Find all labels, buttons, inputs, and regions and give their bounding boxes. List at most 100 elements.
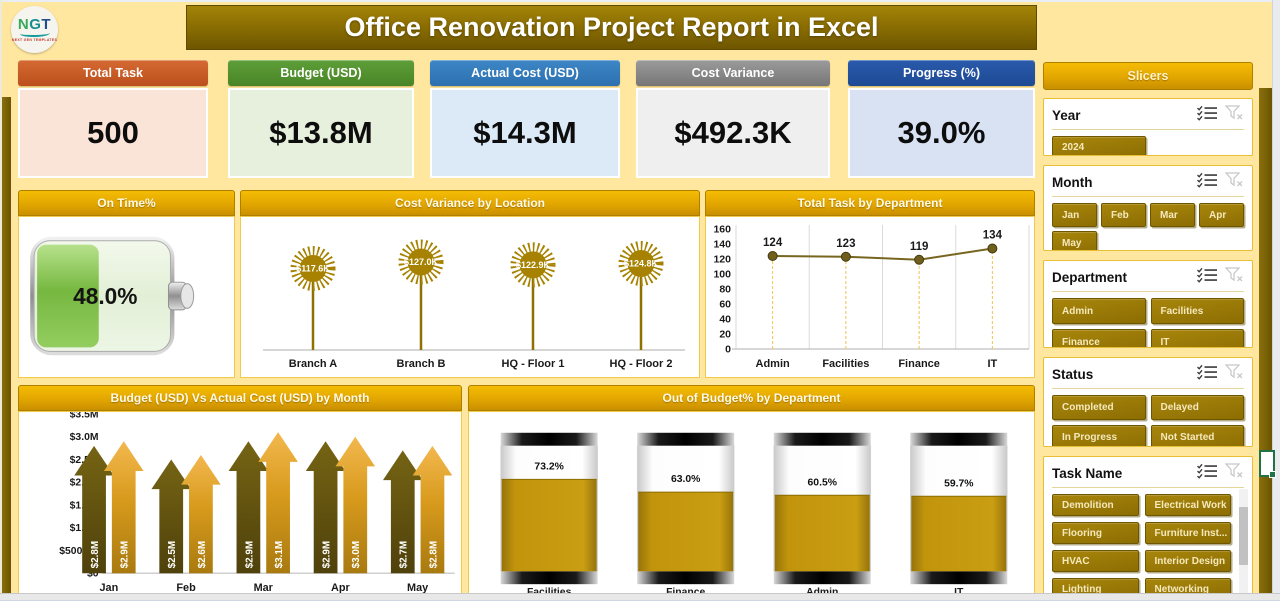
- kpi-header: Budget (USD): [228, 60, 414, 86]
- kpi-header: Cost Variance: [636, 60, 830, 86]
- kpi-header: Actual Cost (USD): [430, 60, 620, 86]
- slicer-year: Year 2024: [1043, 98, 1253, 156]
- slicer-item-jan[interactable]: Jan: [1052, 203, 1097, 227]
- svg-text:$2.9M: $2.9M: [322, 541, 333, 568]
- kpi-header: Total Task: [18, 60, 208, 86]
- clear-filter-icon[interactable]: [1224, 105, 1244, 126]
- svg-text:40: 40: [719, 314, 731, 326]
- svg-text:$2.5M: $2.5M: [167, 541, 178, 568]
- slicer-item-may[interactable]: May: [1052, 231, 1097, 250]
- svg-text:Admin: Admin: [806, 587, 838, 598]
- svg-text:$124.8K: $124.8K: [624, 259, 659, 269]
- slicers-panel-title: Slicers: [1043, 62, 1253, 90]
- kpi-value: $13.8M: [228, 88, 414, 178]
- svg-text:123: 123: [836, 238, 855, 250]
- slicer-item-mar[interactable]: Mar: [1150, 203, 1195, 227]
- slicer-title: Year: [1052, 108, 1081, 123]
- multiselect-icon[interactable]: [1197, 364, 1218, 385]
- svg-text:160: 160: [713, 224, 731, 236]
- slicer-item-furniture-inst-[interactable]: Furniture Inst...: [1144, 522, 1231, 544]
- svg-text:Facilities: Facilities: [527, 587, 572, 598]
- kpi-actual-cost: Actual Cost (USD) $14.3M: [430, 60, 620, 178]
- cost-variance-location-panel: Cost Variance by Location $117.6K Branch …: [240, 190, 700, 378]
- svg-text:Feb: Feb: [176, 582, 196, 594]
- multiselect-icon[interactable]: [1197, 172, 1218, 193]
- slicer-item-delayed[interactable]: Delayed: [1150, 395, 1244, 420]
- slicer-item-interior-design[interactable]: Interior Design: [1144, 550, 1231, 572]
- clear-filter-icon[interactable]: [1224, 267, 1244, 288]
- svg-text:Admin: Admin: [756, 358, 791, 370]
- svg-text:$3.5M: $3.5M: [70, 412, 99, 420]
- sheet-background: [1272, 0, 1280, 601]
- panel-title: Out of Budget% by Department: [468, 385, 1035, 411]
- svg-text:59.7%: 59.7%: [944, 478, 973, 489]
- slicer-month: Month Jan Feb Mar Apr May: [1043, 165, 1253, 251]
- panel-title: Total Task by Department: [705, 190, 1035, 216]
- slicer-item-hvac[interactable]: HVAC: [1052, 550, 1139, 572]
- svg-text:$2.6M: $2.6M: [197, 541, 208, 568]
- slicer-item-flooring[interactable]: Flooring: [1052, 522, 1139, 544]
- svg-text:Branch B: Branch B: [397, 358, 446, 370]
- slicer-task-name: Task Name Demolition Electrical Work Floor…: [1043, 456, 1253, 601]
- svg-text:$2.7M: $2.7M: [399, 541, 410, 568]
- svg-text:20: 20: [719, 329, 731, 341]
- svg-text:$500.0K: $500.0K: [59, 546, 99, 557]
- kpi-total-task: Total Task 500: [18, 60, 208, 178]
- slicer-item-2024[interactable]: 2024: [1052, 136, 1146, 155]
- slicer-item-demolition[interactable]: Demolition: [1052, 494, 1139, 516]
- slicer-item-apr[interactable]: Apr: [1199, 203, 1244, 227]
- multiselect-icon[interactable]: [1197, 267, 1218, 288]
- svg-text:$0: $0: [87, 569, 99, 580]
- total-task-line-chart: 0 20 40 60 80 100 120 140 160 124 Admin 123 Faciliti…: [713, 224, 1030, 370]
- svg-text:124: 124: [763, 237, 783, 249]
- selection-fill-handle[interactable]: [1269, 471, 1276, 478]
- logo: NGT NEXT GEN TEMPLATES: [11, 6, 58, 53]
- kpi-value: $492.3K: [636, 88, 830, 178]
- svg-text:$3.0M: $3.0M: [70, 432, 99, 443]
- panel-title: Budget (USD) Vs Actual Cost (USD) by Mon…: [18, 385, 462, 411]
- cost-variance-lollipop-chart: $117.6K Branch A $127.0K Branch B $122.9K HQ …: [263, 239, 685, 370]
- slicer-item-feb[interactable]: Feb: [1101, 203, 1146, 227]
- slicer-title: Status: [1052, 367, 1094, 382]
- svg-text:0: 0: [725, 344, 731, 356]
- kpi-budget: Budget (USD) $13.8M: [228, 60, 414, 178]
- kpi-value: 39.0%: [848, 88, 1035, 178]
- frame-right-bar: [1259, 88, 1272, 601]
- kpi-progress: Progress (%) 39.0%: [848, 60, 1035, 178]
- panel-title: Cost Variance by Location: [240, 190, 700, 216]
- svg-text:60.5%: 60.5%: [808, 477, 837, 488]
- slicer-item-completed[interactable]: Completed: [1052, 395, 1146, 420]
- slicer-department: Department Admin Facilities Finance IT: [1043, 260, 1253, 348]
- svg-text:$2.8M: $2.8M: [428, 541, 439, 568]
- multiselect-icon[interactable]: [1197, 105, 1218, 126]
- slicer-item-it[interactable]: IT: [1150, 329, 1244, 347]
- kpi-value: $14.3M: [430, 88, 620, 178]
- multiselect-icon[interactable]: [1197, 463, 1218, 484]
- slicer-title: Task Name: [1052, 466, 1123, 481]
- svg-text:$2.9M: $2.9M: [244, 541, 255, 568]
- slicer-item-electrical-work[interactable]: Electrical Work: [1144, 494, 1231, 516]
- kpi-header: Progress (%): [848, 60, 1035, 86]
- panel-title: On Time%: [18, 190, 235, 216]
- svg-text:$122.9K: $122.9K: [516, 260, 551, 270]
- slicer-item-in-progress[interactable]: In Progress: [1052, 425, 1146, 446]
- svg-text:63.0%: 63.0%: [671, 474, 700, 485]
- clear-filter-icon[interactable]: [1224, 463, 1244, 484]
- bottom-edge-strip: [0, 593, 1280, 601]
- svg-text:Finance: Finance: [666, 587, 705, 598]
- slicer-scrollbar-thumb[interactable]: [1239, 507, 1248, 565]
- slicer-item-facilities[interactable]: Facilities: [1150, 298, 1244, 324]
- svg-text:48.0%: 48.0%: [73, 283, 137, 309]
- budget-vs-actual-arrow-chart: $0$500.0K$1.0M$1.5M$2.0M$2.5M$3.0M$3.5M$…: [59, 412, 455, 594]
- slicer-item-admin[interactable]: Admin: [1052, 298, 1146, 324]
- frame-left-bar: [2, 97, 11, 593]
- out-of-budget-battery-chart: 73.2% Facilities 63.0% Finance 60.5% Admin 59.…: [500, 432, 1008, 598]
- clear-filter-icon[interactable]: [1224, 364, 1244, 385]
- on-time-battery-gauge: 48.0%: [30, 236, 195, 356]
- clear-filter-icon[interactable]: [1224, 172, 1244, 193]
- slicer-item-not-started[interactable]: Not Started: [1150, 425, 1244, 446]
- window-top-border: [0, 0, 1280, 2]
- slicer-item-finance[interactable]: Finance: [1052, 329, 1146, 347]
- svg-text:Facilities: Facilities: [822, 358, 869, 370]
